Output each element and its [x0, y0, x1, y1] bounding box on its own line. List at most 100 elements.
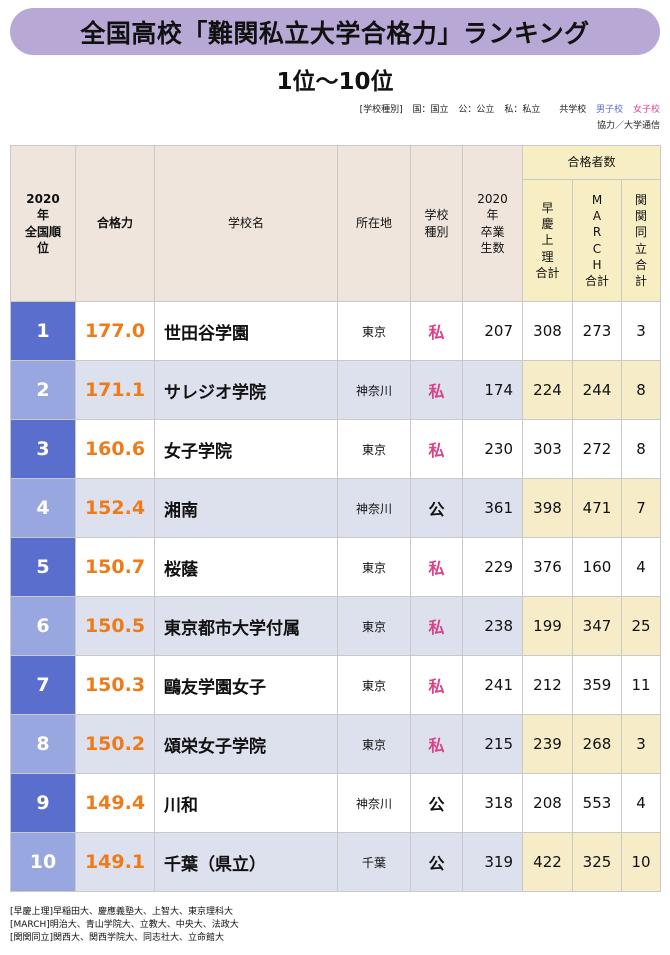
footnotes: [早慶上理]早稲田大、慶應義塾大、上智大、東京理科大 [MARCH]明治大、青山…	[10, 906, 239, 945]
location-cell: 神奈川	[337, 360, 411, 420]
location-cell: 東京	[337, 537, 411, 597]
legend-boys: 男子校	[596, 105, 624, 115]
rank-cell: 5	[10, 537, 76, 597]
rank-cell: 10	[10, 832, 76, 892]
graduates-cell: 318	[462, 773, 523, 833]
soukei-count-cell: 398	[522, 478, 573, 538]
footnote-soukei: [早慶上理]早稲田大、慶應義塾大、上智大、東京理科大	[10, 907, 234, 917]
school-type-cell: 公	[410, 478, 463, 538]
location-cell: 東京	[337, 714, 411, 774]
school-name: 桜蔭	[154, 537, 338, 597]
soukei-count-cell: 376	[522, 537, 573, 597]
score-cell: 150.2	[75, 714, 155, 774]
header-soukei: 早慶上理合計	[522, 179, 573, 302]
soukei-count-cell: 308	[522, 301, 573, 361]
footnote-kankan: [関関同立]関西大、関西学院大、同志社大、立命館大	[10, 933, 225, 944]
school-type-cell: 私	[410, 596, 463, 656]
graduates-cell: 238	[462, 596, 523, 656]
legend-koku: 国：国立	[412, 105, 449, 115]
school-type-cell: 私	[410, 537, 463, 597]
march-count-cell: 347	[572, 596, 622, 656]
header-passers-group: 合格者数	[521, 145, 662, 180]
table-row: 1 177.0 世田谷学園 東京私 207 308 273 3	[10, 301, 662, 361]
table-row: 6 150.5 東京都市大学付属 東京私 238 199 347 25	[10, 596, 662, 656]
school-name: 頌栄女子学院	[154, 714, 338, 774]
score-cell: 152.4	[75, 478, 155, 538]
rank-cell: 8	[10, 714, 76, 774]
score-cell: 150.5	[75, 596, 155, 656]
school-name: サレジオ学院	[154, 360, 338, 420]
header-school: 学校名	[154, 145, 338, 302]
school-type-cell: 私	[410, 655, 463, 715]
location-cell: 東京	[337, 301, 411, 361]
school-type-cell: 私	[410, 714, 463, 774]
soukei-count-cell: 212	[522, 655, 573, 715]
march-count-cell: 160	[572, 537, 622, 597]
march-count-cell: 471	[572, 478, 622, 538]
rank-cell: 9	[10, 773, 76, 833]
header-score: 合格力	[75, 145, 155, 302]
graduates-cell: 319	[462, 832, 523, 892]
march-count-cell: 553	[572, 773, 622, 833]
rank-cell: 2	[10, 360, 76, 420]
legend-coed: 共学校	[559, 105, 587, 115]
kankan-count-cell: 10	[620, 832, 662, 892]
table-row: 5 150.7 桜蔭 東京私 229 376 160 4	[10, 537, 662, 597]
header-type: 学校種別	[410, 145, 463, 302]
school-name: 世田谷学園	[154, 301, 338, 361]
location-cell: 千葉	[337, 832, 411, 892]
footnote-march: [MARCH]明治大、青山学院大、立教大、中央大、法政大	[10, 920, 239, 931]
header-march: M A R C H 合計	[572, 179, 622, 302]
ranking-table: 2020 年全国順位 合格力 学校名 所在地 学校種別 2020 年卒業 生数 合格者…	[10, 145, 662, 892]
credit-line: 協力／大学通信	[596, 121, 660, 131]
soukei-count-cell: 199	[522, 596, 573, 656]
graduates-cell: 215	[462, 714, 523, 774]
score-cell: 149.1	[75, 832, 155, 892]
legend-type-label: [学校種別]	[359, 105, 403, 115]
kankan-count-cell: 8	[620, 360, 662, 420]
school-type-cell: 私	[410, 360, 463, 420]
score-cell: 149.4	[75, 773, 155, 833]
location-cell: 東京	[337, 655, 411, 715]
table-row: 10 149.1 千葉（県立） 千葉公 319 422 325 10	[10, 832, 662, 892]
school-name: 千葉（県立）	[154, 832, 338, 892]
page-subtitle: 1位〜10位	[276, 69, 394, 95]
kankan-count-cell: 4	[620, 537, 662, 597]
march-count-cell: 359	[572, 655, 622, 715]
header-rank: 2020 年全国順位	[10, 145, 76, 302]
kankan-count-cell: 25	[620, 596, 662, 656]
score-cell: 160.6	[75, 419, 155, 479]
header-grads: 2020 年卒業 生数	[462, 145, 523, 302]
score-cell: 177.0	[75, 301, 155, 361]
legend-shi: 私：私立	[504, 105, 541, 115]
kankan-count-cell: 7	[620, 478, 662, 538]
graduates-cell: 230	[462, 419, 523, 479]
graduates-cell: 174	[462, 360, 523, 420]
rank-cell: 6	[10, 596, 76, 656]
score-cell: 150.7	[75, 537, 155, 597]
rank-cell: 7	[10, 655, 76, 715]
graduates-cell: 361	[462, 478, 523, 538]
score-cell: 171.1	[75, 360, 155, 420]
march-count-cell: 273	[572, 301, 622, 361]
graduates-cell: 229	[462, 537, 523, 597]
march-count-cell: 244	[572, 360, 622, 420]
school-name: 鷗友学園女子	[154, 655, 338, 715]
soukei-count-cell: 422	[522, 832, 573, 892]
school-name: 川和	[154, 773, 338, 833]
legend-girls: 女子校	[632, 105, 660, 115]
table-row: 3 160.6 女子学院 東京私 230 303 272 8	[10, 419, 662, 479]
kankan-count-cell: 8	[620, 419, 662, 479]
school-type-cell: 私	[410, 419, 463, 479]
legend-ko: 公：公立	[458, 105, 495, 115]
soukei-count-cell: 239	[522, 714, 573, 774]
march-count-cell: 325	[572, 832, 622, 892]
location-cell: 神奈川	[337, 773, 411, 833]
header-location: 所在地	[337, 145, 411, 302]
rank-cell: 3	[10, 419, 76, 479]
soukei-count-cell: 208	[522, 773, 573, 833]
soukei-count-cell: 303	[522, 419, 573, 479]
march-count-cell: 272	[572, 419, 622, 479]
kankan-count-cell: 3	[620, 301, 662, 361]
graduates-cell: 241	[462, 655, 523, 715]
